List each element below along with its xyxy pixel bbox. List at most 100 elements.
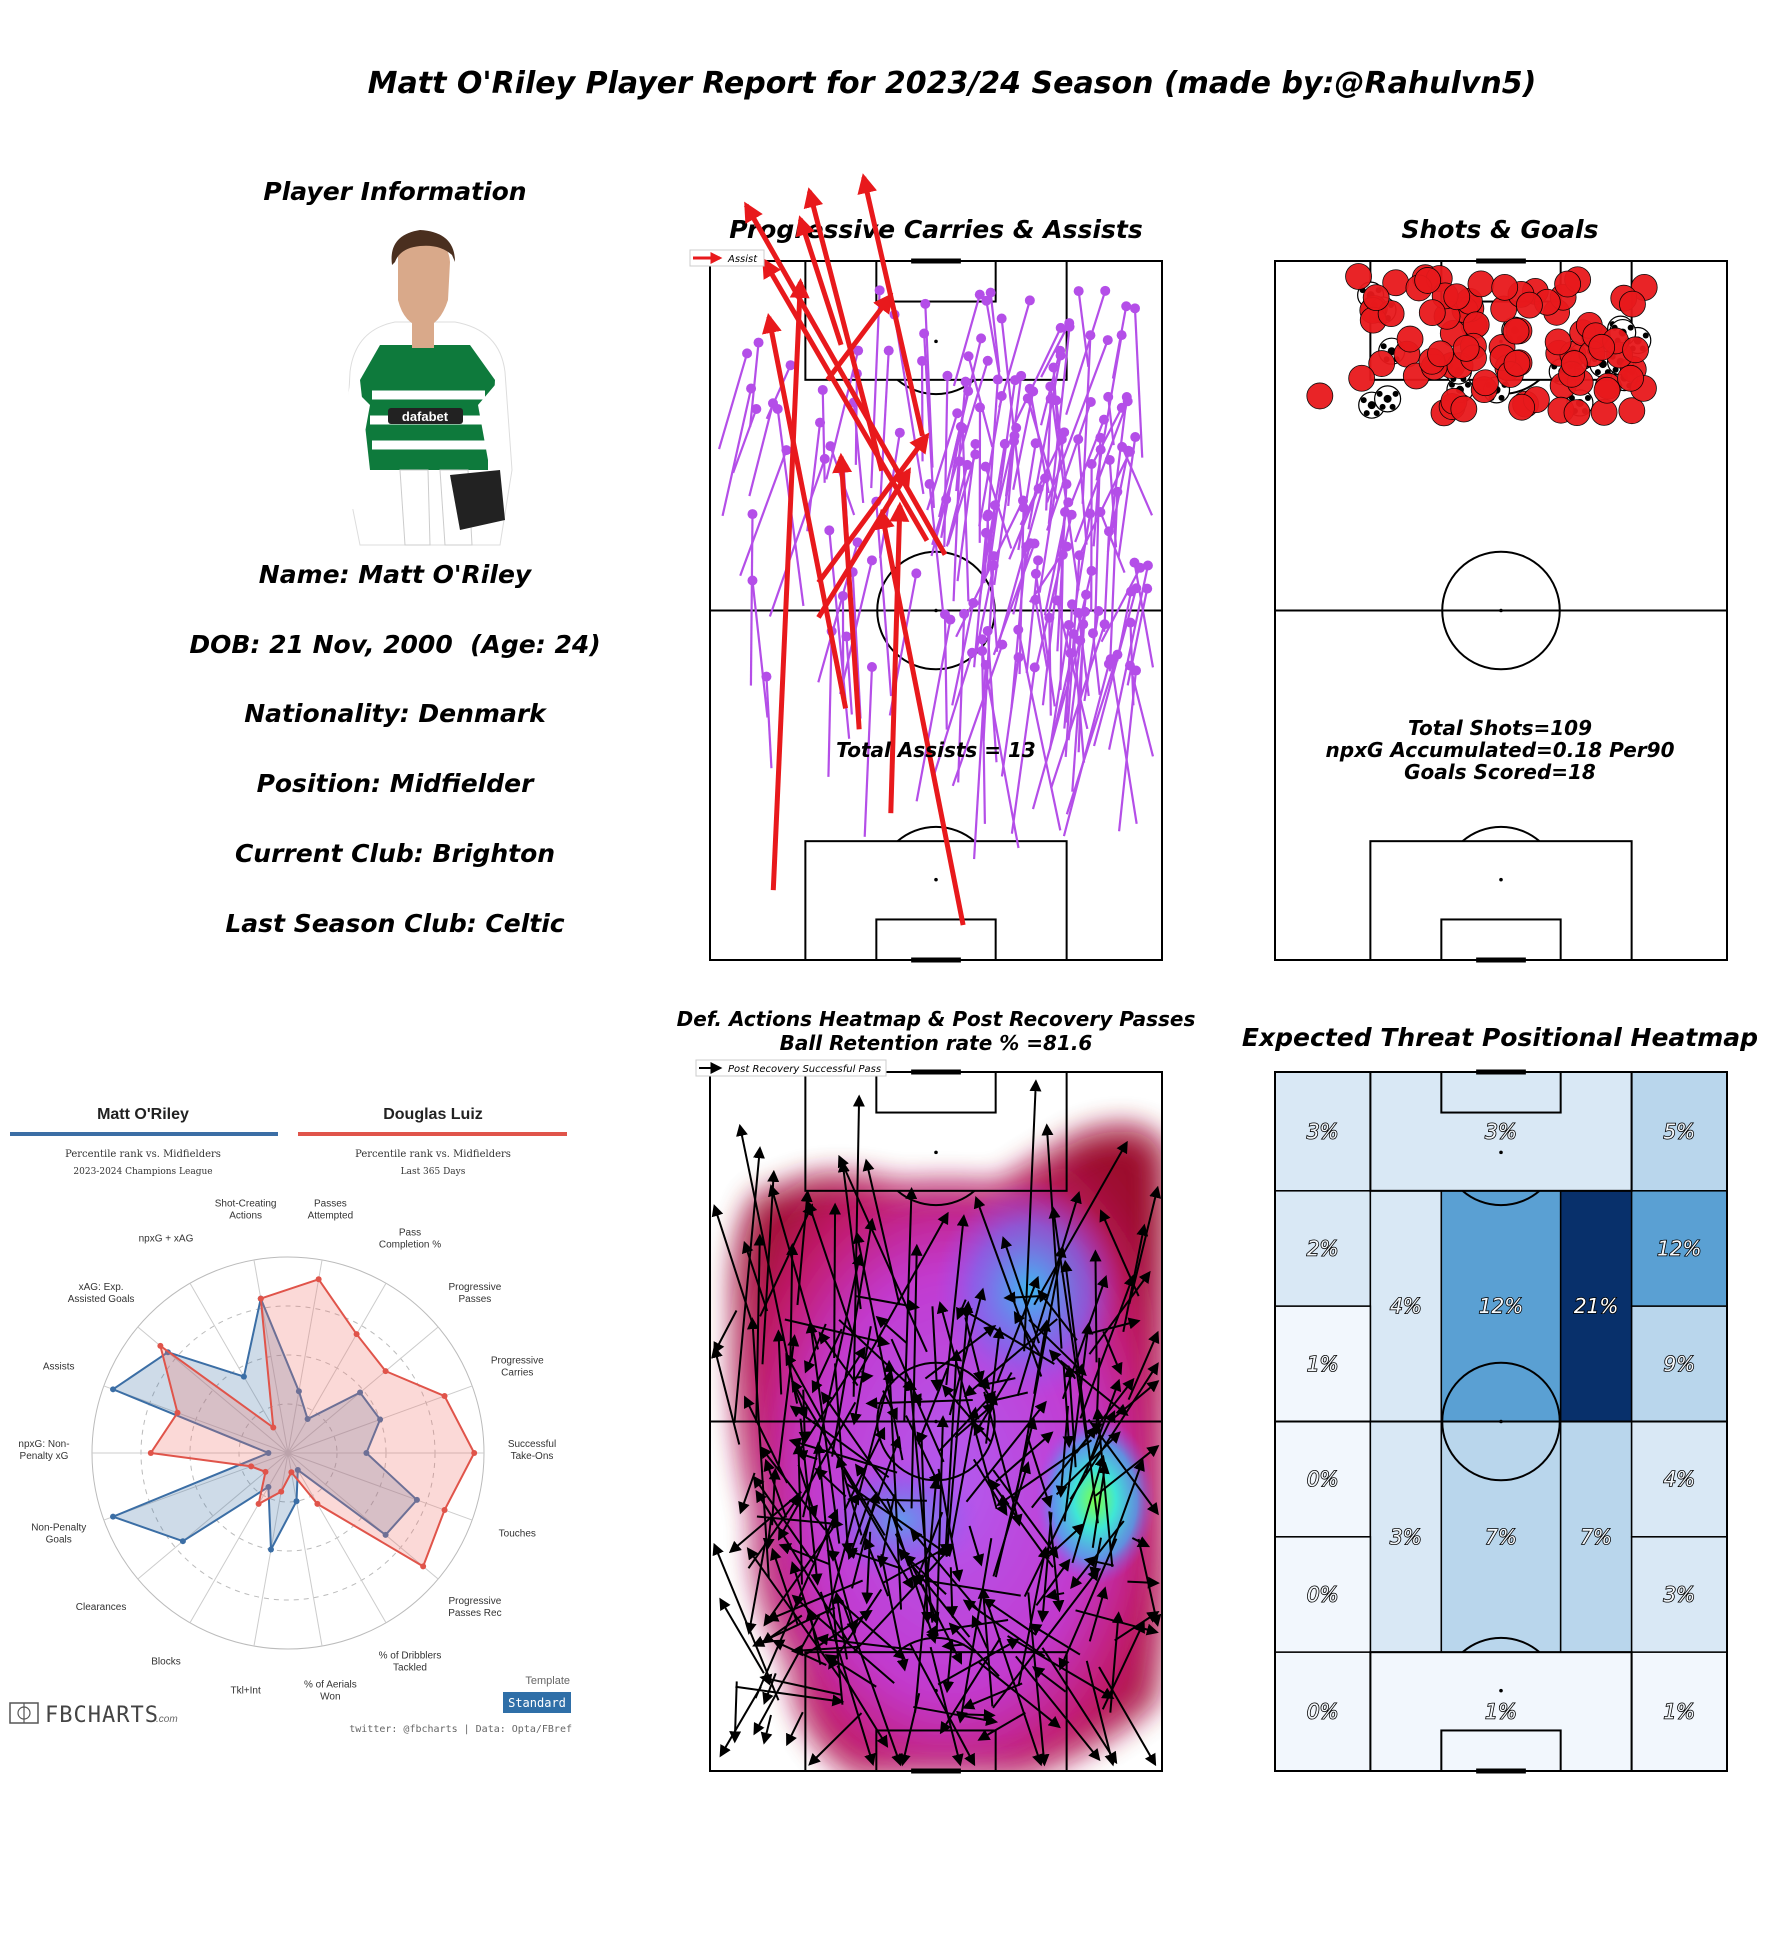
carry-end: [1122, 396, 1133, 407]
radar-axis-label-line: Assists: [43, 1362, 75, 1373]
info-current-club: Current Club: Brighton: [235, 839, 555, 868]
xt-zone-label: 1%: [1663, 1700, 1695, 1724]
xt-chart-title: Expected Threat Positional Heatmap: [1242, 1023, 1758, 1052]
carry-end: [841, 631, 852, 642]
recovery-pass-arrow: [945, 1300, 974, 1557]
recovery-pass-arrow: [804, 1323, 827, 1374]
goal-ball: [1374, 385, 1402, 413]
radar-point: [357, 1389, 364, 1396]
carry-end: [924, 479, 935, 490]
shot-marker: [1418, 299, 1446, 327]
carry-end: [1098, 414, 1109, 425]
top-penalty-arc: [1461, 1190, 1541, 1207]
recovery-pass-arrow: [1089, 1537, 1103, 1580]
xt-pitch: [1274, 1069, 1728, 1774]
ball-patch: [1627, 324, 1634, 331]
recovery-pass-arrow: [996, 1275, 1040, 1383]
carry-line: [1108, 565, 1149, 750]
recovery-pass-arrow: [1083, 1555, 1114, 1568]
radar-axis-label: Assists: [43, 1362, 75, 1373]
carry-line: [1117, 670, 1138, 832]
info-name: Name: Matt O'Riley: [259, 560, 533, 589]
carry-line: [1013, 327, 1062, 425]
recovery-pass-arrow: [805, 1200, 855, 1337]
carry-end: [959, 608, 970, 619]
info-last-club: Last Season Club: Celtic: [225, 909, 564, 938]
recovery-pass-arrow: [841, 1599, 903, 1767]
radar-axis-label-line: % of Aerials: [304, 1679, 357, 1690]
carry-line: [932, 652, 974, 776]
xt-zone-label: 0%: [1307, 1700, 1339, 1724]
recovery-pass-arrow: [1099, 1209, 1140, 1297]
recovery-pass-arrow: [1037, 1512, 1053, 1623]
carry-end: [1100, 285, 1111, 296]
ball-patch: [1367, 401, 1376, 410]
shot-marker: [1544, 328, 1572, 356]
radar-template-label: Template: [525, 1675, 570, 1687]
radar-axis-label-line: Passes: [314, 1199, 347, 1210]
recovery-pass-arrow: [1127, 1576, 1160, 1589]
carry-line: [951, 644, 1004, 787]
assist-arrow: [770, 277, 810, 891]
radar-point: [295, 1388, 302, 1395]
carry-line: [1041, 511, 1067, 706]
xt-zone: [1369, 1190, 1443, 1423]
radar-point: [304, 1416, 311, 1423]
assist-legend-label: Assist: [727, 254, 758, 265]
recovery-pass-arrow: [962, 1599, 1046, 1658]
carry-line: [989, 292, 1001, 373]
radar-footer: twitter: @fbcharts | Data: Opta/FBref: [349, 1724, 572, 1735]
ball-patch: [1379, 403, 1386, 410]
fbcharts-brand-suffix: .com: [156, 1714, 178, 1725]
xt-zone: [1369, 1651, 1633, 1772]
recovery-pass-arrow: [1037, 1289, 1078, 1341]
xt-zone-label: 7%: [1485, 1525, 1517, 1549]
shot-marker: [1502, 317, 1530, 345]
carry-end: [976, 333, 987, 344]
recovery-pass-arrow: [910, 1243, 923, 1509]
carry-line: [1050, 623, 1106, 789]
shot-marker: [1396, 325, 1424, 353]
carry-line: [957, 613, 966, 783]
centre-circle: [1441, 550, 1561, 671]
recovery-pass-arrow: [1102, 1331, 1123, 1376]
recovery-pass-arrow: [1063, 1365, 1077, 1468]
radar-axis-label-line: Progressive: [449, 1282, 502, 1293]
info-dob: DOB: 21 Nov, 2000 (Age: 24): [189, 630, 600, 659]
carry-line: [984, 466, 1013, 549]
carry-line: [1048, 617, 1052, 716]
radar-point: [240, 1373, 247, 1380]
radar-axis-label: Shot-Creating Actions: [215, 1199, 277, 1222]
carry-end: [751, 404, 762, 415]
radar-point: [377, 1416, 384, 1423]
carry-end: [967, 647, 978, 658]
recovery-pass-arrow: [1058, 1538, 1118, 1671]
top-six-yard-box: [875, 1071, 997, 1114]
carry-end: [1125, 617, 1136, 628]
report-title: Matt O'Riley Player Report for 2023/24 S…: [368, 66, 1537, 101]
bottom-penalty-arc: [1461, 825, 1541, 842]
recovery-pass-arrow: [825, 1528, 859, 1634]
shot-marker: [1554, 270, 1582, 298]
carry-line: [1062, 663, 1110, 837]
xt-zone-label: 1%: [1485, 1700, 1517, 1724]
recovery-pass-arrow: [796, 1189, 813, 1306]
shot-marker: [1414, 267, 1442, 294]
bottom-six-yard-box: [875, 918, 997, 962]
radar-point: [293, 1498, 300, 1505]
recovery-pass-arrow: [883, 1359, 903, 1610]
radar-axis-label-line: Take-Ons: [511, 1451, 554, 1462]
carry-end: [1073, 286, 1084, 297]
ball-patch: [1380, 343, 1387, 350]
carry-line: [955, 381, 967, 492]
shot-marker: [1452, 334, 1480, 362]
radar-point: [314, 1500, 321, 1507]
carry-end: [1059, 427, 1070, 438]
recovery-pass-arrow: [1035, 1558, 1071, 1606]
recovery-pass-arrow: [785, 1352, 825, 1423]
carry-end: [767, 398, 778, 409]
recovery-pass-arrow: [1059, 1359, 1129, 1417]
radar-point: [441, 1393, 448, 1400]
recovery-pass-arrow: [935, 1415, 949, 1639]
radar-spoke: [287, 1259, 323, 1454]
